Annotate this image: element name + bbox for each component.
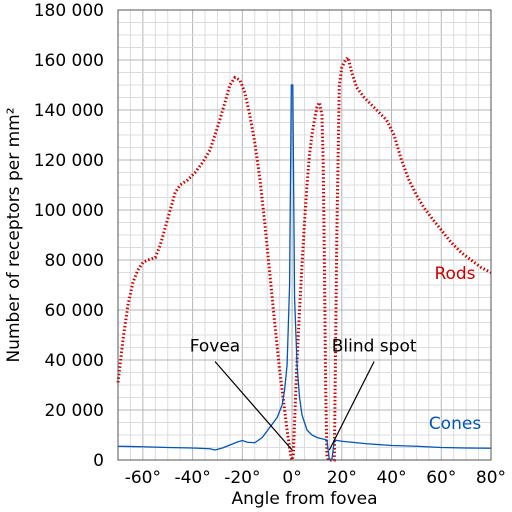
annotation-pointer-fovea — [214, 361, 293, 451]
series-label-cones: Cones — [429, 414, 482, 434]
x-tick-label: 20° — [327, 468, 357, 488]
annotation-fovea: Fovea — [190, 337, 241, 357]
x-tick-label: 0° — [282, 468, 301, 488]
series-group: Rods Cones — [116, 54, 492, 466]
y-tick-label: 140 000 — [34, 101, 104, 121]
y-tick-label: 40 000 — [45, 351, 104, 371]
x-tick-label: -60° — [125, 468, 161, 488]
y-tick-label: 20 000 — [45, 401, 104, 421]
x-axis-label: Angle from fovea — [231, 489, 377, 509]
x-tick-label: -40° — [174, 468, 210, 488]
x-tick-label: -20° — [224, 468, 260, 488]
y-tick-label: 120 000 — [34, 151, 104, 171]
x-tick-label: 40° — [376, 468, 406, 488]
x-tick-label: 80° — [476, 468, 506, 488]
grid — [117, 9, 492, 461]
series-label-rods: Rods — [434, 264, 475, 284]
y-tick-label: 160 000 — [34, 51, 104, 71]
y-axis-label: Number of receptors per mm² — [4, 107, 24, 362]
x-tick-labels: -60° -40° -20° 0° 20° 40° 60° 80° — [125, 468, 506, 488]
y-tick-labels: 0 20 000 40 000 60 000 80 000 100 000 120 000 1… — [34, 1, 104, 471]
series-line-cones — [117, 84, 492, 461]
y-tick-label: 60 000 — [45, 301, 104, 321]
annotation-blind-spot: Blind spot — [332, 337, 417, 357]
x-tick-label: 60° — [426, 468, 456, 488]
annotations: Fovea Blind spot — [190, 337, 417, 451]
y-tick-label: 100 000 — [34, 201, 104, 221]
annotation-pointer-blind-spot — [328, 361, 375, 451]
y-tick-label: 180 000 — [34, 1, 104, 21]
y-tick-label: 80 000 — [45, 251, 104, 271]
y-tick-label: 0 — [93, 451, 104, 471]
plot-frame — [117, 9, 492, 461]
series-line-rods — [116, 54, 492, 466]
